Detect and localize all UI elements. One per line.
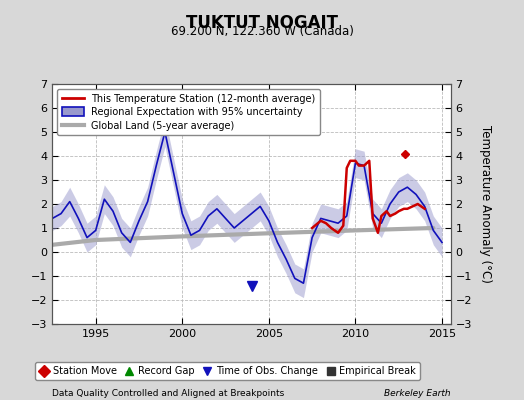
Legend: Station Move, Record Gap, Time of Obs. Change, Empirical Break: Station Move, Record Gap, Time of Obs. C… bbox=[35, 362, 420, 380]
Text: Data Quality Controlled and Aligned at Breakpoints: Data Quality Controlled and Aligned at B… bbox=[52, 389, 285, 398]
Text: TUKTUT NOGAIT: TUKTUT NOGAIT bbox=[186, 14, 338, 32]
Text: Berkeley Earth: Berkeley Earth bbox=[384, 389, 451, 398]
Y-axis label: Temperature Anomaly (°C): Temperature Anomaly (°C) bbox=[479, 125, 492, 283]
Text: 69.200 N, 122.360 W (Canada): 69.200 N, 122.360 W (Canada) bbox=[171, 25, 353, 38]
